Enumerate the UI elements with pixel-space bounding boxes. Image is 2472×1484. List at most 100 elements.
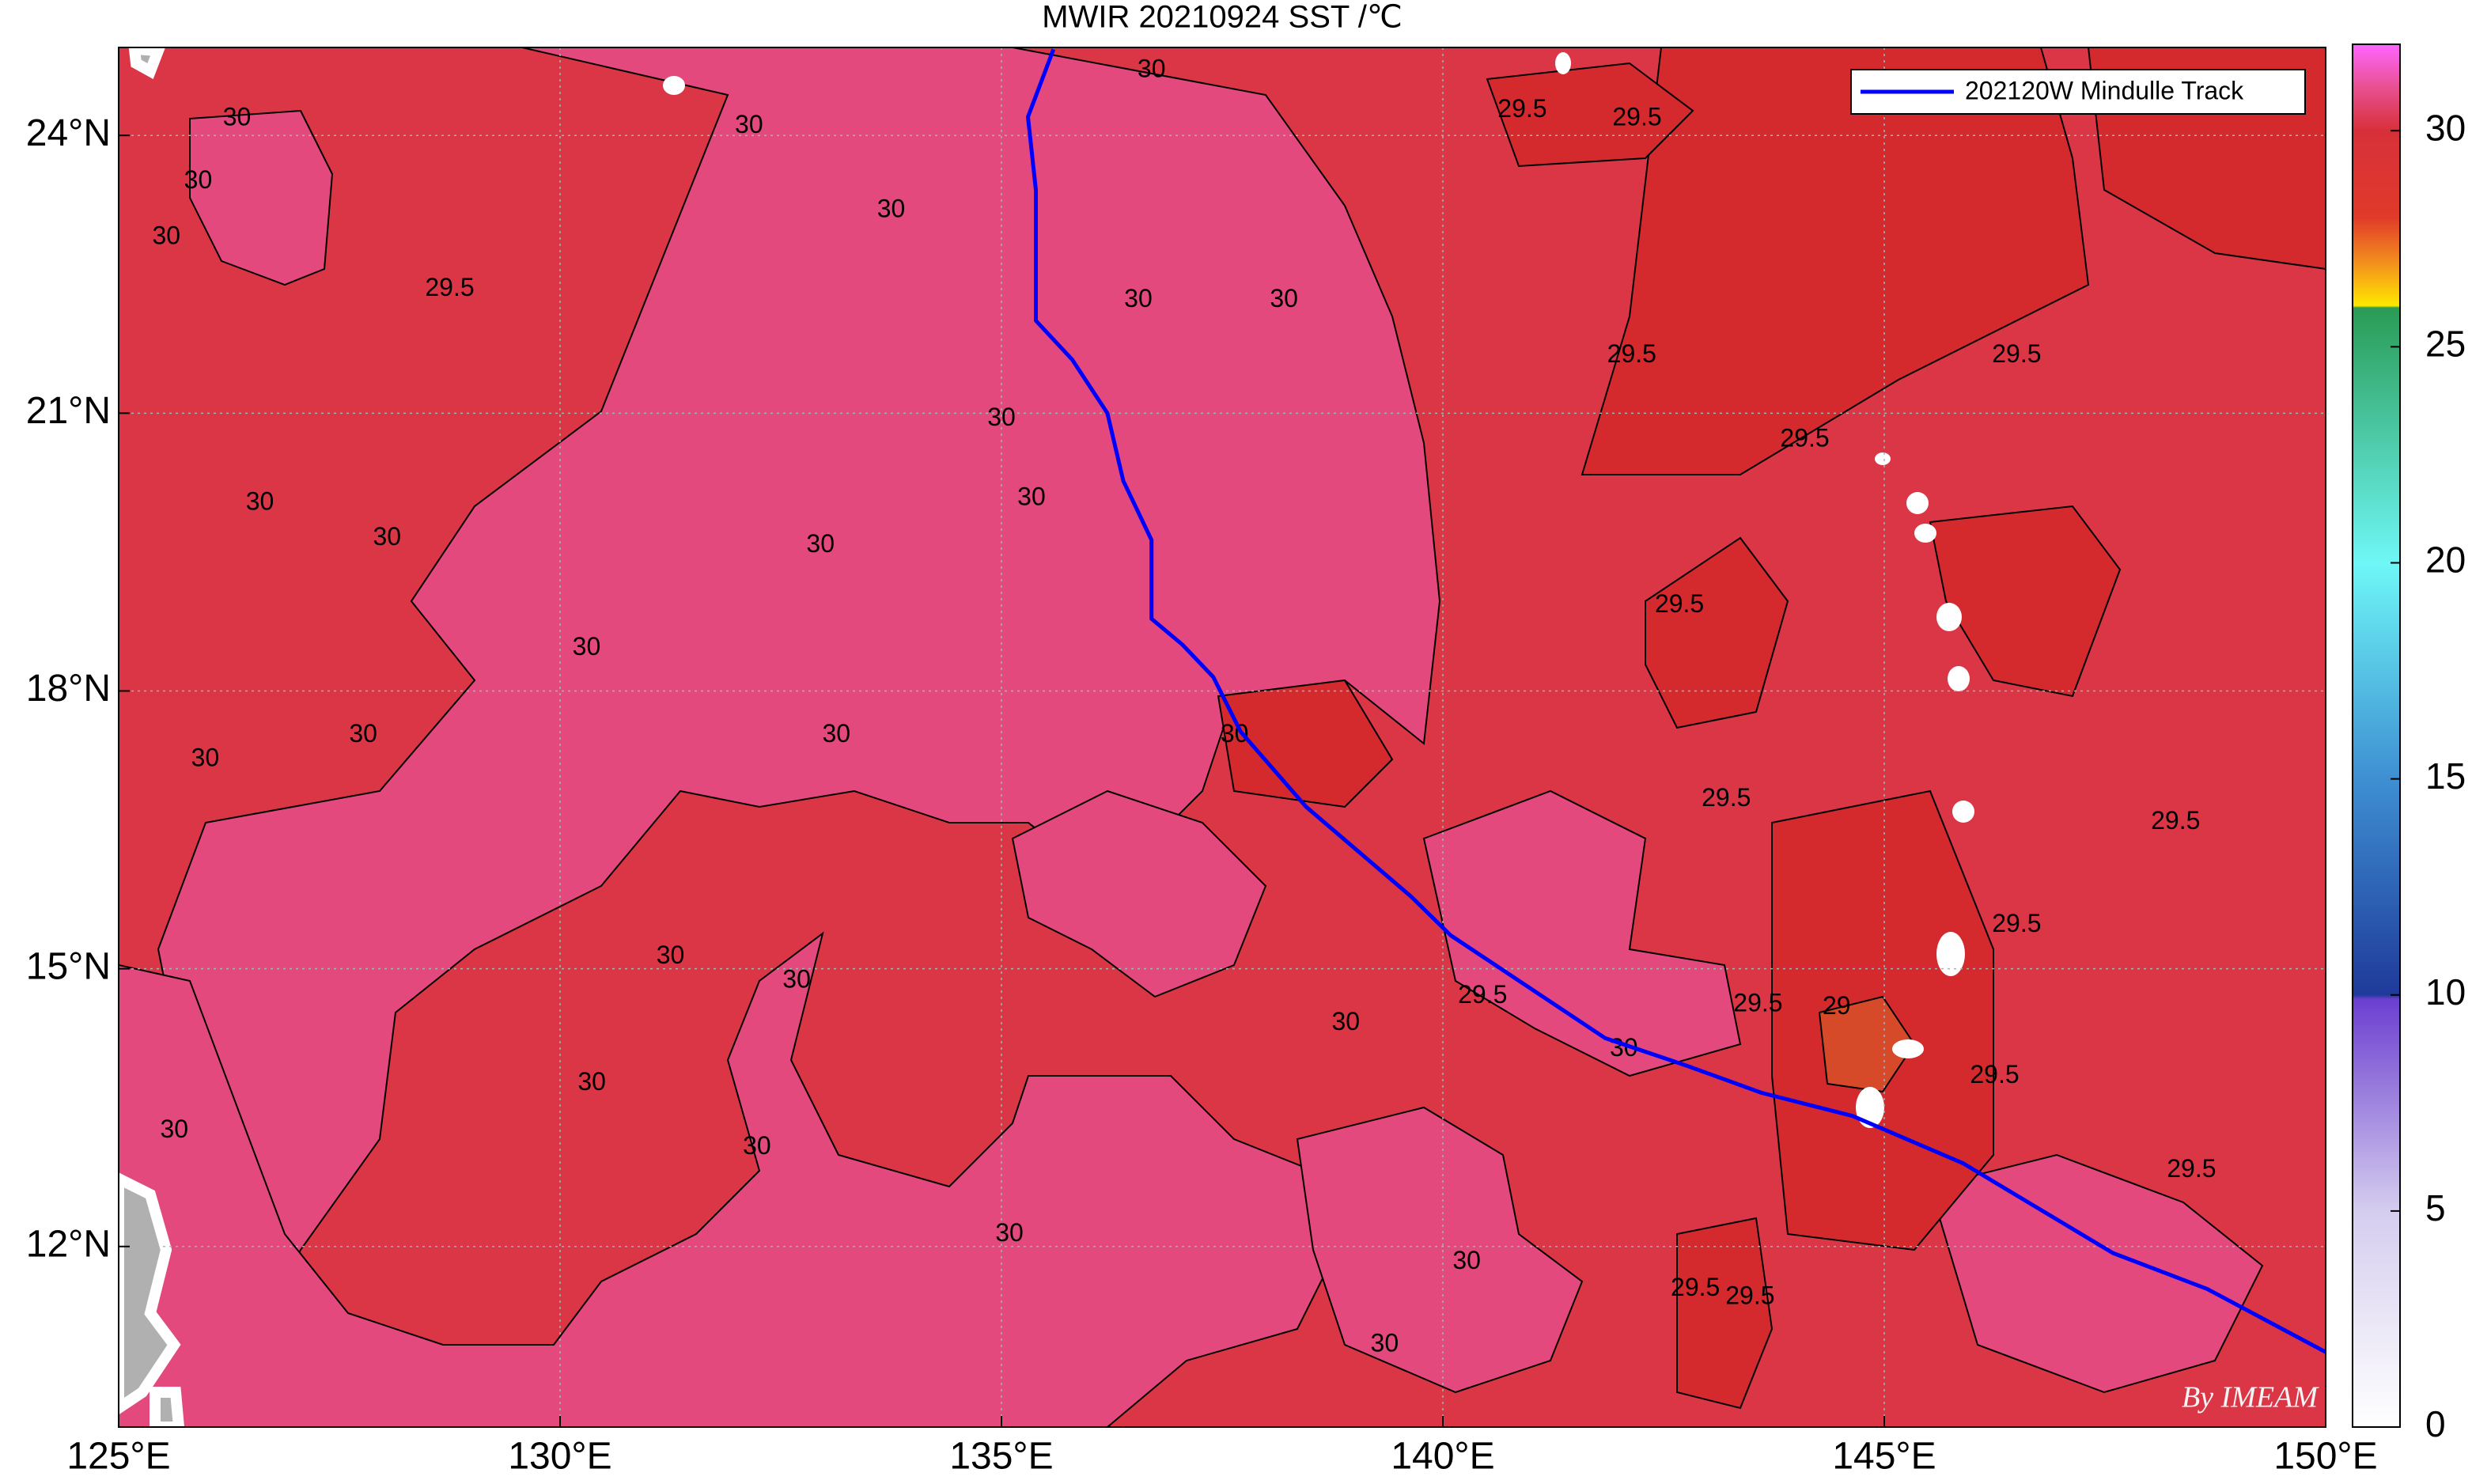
legend: 202120W Mindulle Track [1850,69,2306,115]
contour-label: 30 [806,529,835,558]
land-mass [150,1387,185,1427]
contour-label: 30 [735,110,763,138]
x-tick-label: 150°E [2273,1436,2377,1478]
x-tick-label: 130°E [508,1436,611,1478]
contour-label: 30 [184,165,213,194]
contour-label: 30 [223,103,252,131]
contour-label: 29.5 [1497,94,1546,123]
no-data-spot [1952,801,1974,823]
sst-field [119,47,2326,1427]
contour-label: 29.5 [1733,989,1782,1017]
y-tick-label: 18°N [26,668,111,710]
contour-label: 30 [152,221,180,249]
track-line [1026,48,2327,1354]
contour-label: 30 [1138,55,1166,83]
contour-label: 30 [657,941,685,969]
contour-label: 29.5 [1655,589,1704,618]
colorbar-tick-label: 30 [2425,107,2466,148]
warm-region [119,931,1346,1427]
land [119,47,185,1427]
cool-region [1676,1217,1774,1410]
warm-region [1011,789,1267,998]
land-mass [119,1172,181,1415]
contour-label: 29.5 [425,273,474,301]
plot-frame [118,47,2326,1428]
colorbar-tick-label: 25 [2425,324,2466,365]
warm-region [189,109,334,286]
cool-region [1486,62,1694,168]
contour-label: 30 [743,1131,771,1160]
cool-region [1929,505,2122,698]
cool-region [1645,536,1789,729]
contour-label: 30 [782,964,811,993]
cooler-region [1818,995,1916,1093]
contour-label: 30 [1452,1246,1481,1274]
y-tick-label: 12°N [26,1223,111,1265]
colorbar-tick-label: 5 [2425,1187,2446,1228]
contour-label: 29.5 [1970,1060,2019,1088]
contour-label: 29 [1823,991,1851,1020]
contour-label: 30 [577,1067,606,1096]
contour-label: 30 [161,1115,189,1143]
colorbar: 0 5 10 15 20 25 30 [2352,44,2466,1444]
no-data-spot [1936,932,1965,976]
contour-label: 30 [349,719,377,748]
no-data-spot [1948,666,1970,691]
contour-label: 30 [1331,1007,1360,1035]
contour-label: 29.5 [2151,806,2200,835]
x-tick-label: 140°E [1391,1436,1494,1478]
cool-region [1217,679,1394,808]
contour-label: 30 [987,403,1016,431]
no-data-spot [1906,492,1929,514]
no-data-spot [1555,52,1571,74]
y-tick-label: 21°N [26,390,111,432]
warm-region [1422,789,1742,1077]
contour-label: 29.5 [1458,980,1507,1009]
x-tick-label: 145°E [1832,1436,1936,1478]
no-data-spot [1914,524,1936,543]
contour-label: 29.5 [1780,424,1829,452]
contour-label: 30 [373,522,401,551]
contour-labels: 30 30 30 29.5 30 30 30 30 30 30 30 30 30 30 30 30 30 29.5… [152,55,2216,1357]
x-tick-label: 125°E [66,1436,170,1478]
contour-label: 29.5 [1612,103,1661,131]
track-layer [1026,48,2327,1354]
contour-label: 29.5 [1992,339,2041,368]
no-data-spot [1892,1039,1924,1058]
contour-label: 30 [1270,284,1298,312]
colorbar-tick-label: 15 [2425,755,2466,797]
contour-label: 29.5 [1702,783,1751,812]
x-tick-label: 135°E [949,1436,1053,1478]
contour-label: 30 [877,194,906,222]
no-data-spot [1875,452,1891,465]
contour-label: 29.5 [1725,1281,1774,1310]
contour-label: 29.5 [1671,1273,1720,1301]
no-data-spot [1936,603,1962,631]
contour-label: 29.5 [1607,339,1656,368]
warm-region [1929,1153,2264,1394]
y-tick-label: 24°N [26,112,111,154]
contour-label: 29.5 [1992,909,2041,937]
colorbar-tick-label: 10 [2425,971,2466,1013]
contour-label: 30 [1017,482,1046,510]
no-data-spot [1856,1087,1884,1128]
credit: By IMEAM [2182,1381,2319,1414]
missing-data [663,52,1974,1128]
contour-label: 30 [246,486,274,515]
contour-label: 30 [823,719,851,748]
colorbar-tick-label: 20 [2425,539,2466,581]
legend-label: 202120W Mindulle Track [1965,76,2244,104]
contour-label: 29.5 [2167,1154,2216,1183]
warm-region [1296,1106,1584,1394]
contour-label: 30 [1371,1328,1399,1357]
chart-title: MWIR 20210924 SST /℃ [1042,0,1403,35]
contour-label: 30 [191,744,220,772]
colorbar-bar [2352,44,2401,1428]
no-data-spot [663,76,685,95]
contour-label: 30 [573,632,601,661]
colorbar-tick-label: 0 [2425,1403,2446,1444]
y-tick-label: 15°N [26,945,111,987]
contour-label: 30 [995,1218,1024,1247]
